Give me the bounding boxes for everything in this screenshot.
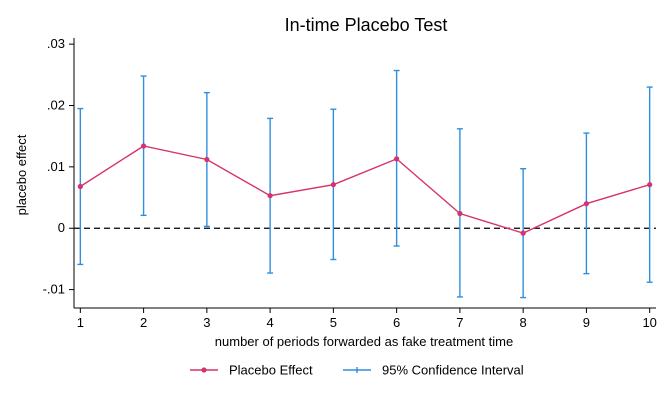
x-tick-label: 1 [77, 315, 84, 330]
y-tick-label: .03 [47, 36, 65, 51]
x-tick-label: 5 [330, 315, 337, 330]
legend-swatch-placebo-marker [201, 367, 207, 373]
x-tick-label: 8 [520, 315, 527, 330]
legend: Placebo Effect 95% Confidence Interval [190, 363, 524, 378]
placebo-effect-point [140, 143, 147, 149]
placebo-effect-line [79, 145, 650, 234]
x-tick-label: 6 [393, 315, 400, 330]
placebo-effect-point [583, 201, 590, 207]
placebo-effect-point [457, 210, 463, 217]
y-axis-label: placebo effect [14, 134, 29, 215]
placebo-effect-point [520, 230, 526, 236]
x-tick-label: 10 [642, 315, 656, 330]
y-tick-label: .01 [47, 159, 65, 174]
y-tick-label: -.01 [43, 282, 65, 297]
x-tick-label: 7 [456, 315, 463, 330]
placebo-effect-point [394, 156, 400, 162]
plot-area: -.01 0 .01 .02 .03 1 2 3 4 5 6 7 8 9 10 [43, 36, 657, 330]
x-tick-label: 9 [583, 315, 590, 330]
placebo-effect-point [330, 182, 336, 188]
placebo-effect-point [267, 193, 273, 199]
x-tick-label: 2 [140, 315, 147, 330]
placebo-effect-point [204, 156, 210, 163]
legend-label-placebo: Placebo Effect [229, 363, 313, 378]
x-axis-label: number of periods forwarded as fake trea… [215, 334, 513, 349]
y-tick-label: 0 [58, 220, 65, 235]
chart-title: In-time Placebo Test [285, 15, 448, 35]
x-tick-label: 3 [203, 315, 210, 330]
y-tick-label: .02 [47, 98, 65, 113]
placebo-effect-point [647, 182, 653, 188]
placebo-effect-point [77, 183, 83, 190]
x-tick-label: 4 [266, 315, 273, 330]
legend-label-ci: 95% Confidence Interval [382, 363, 524, 378]
